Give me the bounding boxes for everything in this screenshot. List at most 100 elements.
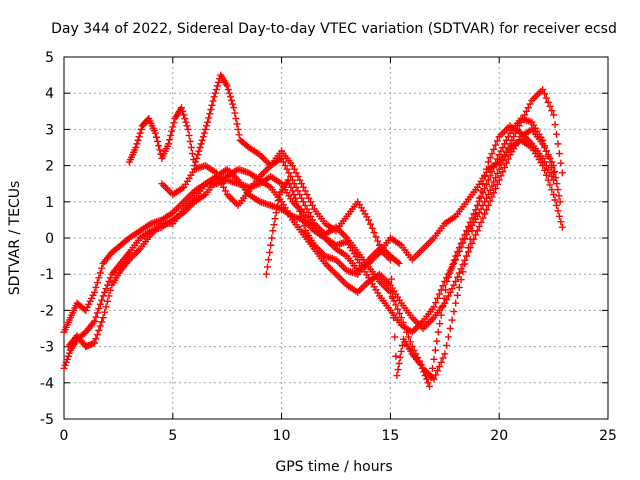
data-point bbox=[96, 322, 104, 330]
data-point bbox=[457, 239, 465, 247]
data-point bbox=[473, 201, 481, 209]
data-point bbox=[101, 288, 109, 296]
data-point bbox=[301, 187, 309, 195]
data-point bbox=[437, 311, 445, 319]
data-point bbox=[501, 140, 509, 148]
data-point bbox=[180, 111, 188, 119]
data-point bbox=[551, 196, 559, 204]
data-point bbox=[101, 308, 109, 316]
data-point bbox=[539, 154, 547, 162]
data-point bbox=[459, 268, 467, 276]
x-tick-label: 0 bbox=[60, 428, 69, 444]
data-point bbox=[522, 107, 530, 115]
data-point bbox=[448, 285, 456, 293]
data-point bbox=[90, 339, 98, 347]
y-tick-label: 2 bbox=[45, 159, 54, 175]
data-point bbox=[224, 86, 232, 94]
data-point bbox=[234, 125, 242, 133]
data-point bbox=[418, 364, 426, 372]
data-point bbox=[278, 154, 286, 162]
data-point bbox=[226, 93, 234, 101]
data-point bbox=[269, 227, 277, 235]
data-point bbox=[268, 234, 276, 242]
data-point bbox=[551, 121, 559, 129]
data-point bbox=[493, 169, 501, 177]
data-point bbox=[455, 244, 463, 252]
data-point bbox=[294, 172, 302, 180]
data-point bbox=[297, 212, 305, 220]
data-point bbox=[368, 224, 376, 232]
y-tick-label: -3 bbox=[40, 340, 54, 356]
data-point bbox=[296, 207, 304, 215]
data-point bbox=[483, 194, 491, 202]
data-point bbox=[452, 252, 460, 260]
data-point bbox=[272, 209, 280, 217]
data-point bbox=[542, 171, 550, 179]
data-point bbox=[206, 110, 214, 118]
data-point bbox=[200, 129, 208, 137]
data-point bbox=[307, 198, 315, 206]
data-point bbox=[185, 131, 193, 139]
data-point bbox=[544, 98, 552, 106]
data-point bbox=[499, 144, 507, 151]
data-point bbox=[492, 174, 500, 182]
data-point bbox=[546, 102, 554, 110]
y-tick-label: -2 bbox=[40, 303, 54, 319]
data-point bbox=[288, 187, 296, 195]
data-point bbox=[95, 274, 103, 282]
data-point bbox=[486, 172, 494, 180]
data-point bbox=[401, 323, 409, 331]
data-point bbox=[392, 301, 400, 309]
data-point bbox=[403, 328, 411, 336]
data-point bbox=[493, 155, 501, 163]
x-tick-label: 5 bbox=[168, 428, 177, 444]
data-point bbox=[187, 144, 195, 151]
data-point bbox=[490, 178, 498, 186]
data-point bbox=[436, 320, 444, 328]
data-point bbox=[488, 168, 496, 176]
data-point bbox=[468, 214, 476, 222]
data-point bbox=[154, 137, 162, 145]
data-point bbox=[472, 206, 480, 214]
data-point bbox=[231, 109, 239, 117]
data-point bbox=[550, 191, 558, 199]
data-point bbox=[479, 189, 487, 197]
data-point bbox=[542, 94, 550, 102]
data-point bbox=[431, 346, 439, 354]
data-point bbox=[273, 203, 281, 211]
data-point bbox=[233, 120, 241, 128]
data-point bbox=[105, 292, 113, 300]
data-point bbox=[486, 186, 494, 194]
data-point bbox=[303, 205, 311, 213]
data-point bbox=[92, 335, 100, 343]
data-point bbox=[434, 328, 442, 336]
data-point bbox=[446, 288, 454, 296]
data-point bbox=[370, 229, 378, 237]
data-point bbox=[539, 136, 547, 144]
data-point bbox=[504, 133, 512, 141]
data-point bbox=[464, 223, 472, 231]
data-point bbox=[299, 217, 307, 225]
data-point bbox=[98, 264, 106, 272]
data-point bbox=[557, 159, 565, 167]
data-point bbox=[397, 347, 405, 355]
data-point bbox=[542, 147, 550, 155]
data-point bbox=[155, 142, 163, 150]
data-point bbox=[265, 256, 273, 264]
data-point bbox=[279, 158, 287, 166]
data-point bbox=[193, 154, 201, 162]
data-point bbox=[212, 169, 220, 177]
data-point bbox=[182, 118, 190, 126]
data-point bbox=[488, 182, 496, 190]
data-point bbox=[104, 297, 112, 305]
data-point bbox=[435, 290, 443, 298]
data-point bbox=[548, 107, 556, 115]
y-tick-label: -4 bbox=[40, 376, 54, 392]
data-point bbox=[433, 337, 441, 345]
data-point bbox=[434, 367, 442, 375]
data-point bbox=[307, 212, 315, 220]
data-point bbox=[427, 373, 435, 381]
data-point bbox=[548, 172, 556, 180]
data-point bbox=[197, 140, 205, 148]
chart-title: Day 344 of 2022, Sidereal Day-to-day VTE… bbox=[51, 21, 617, 37]
